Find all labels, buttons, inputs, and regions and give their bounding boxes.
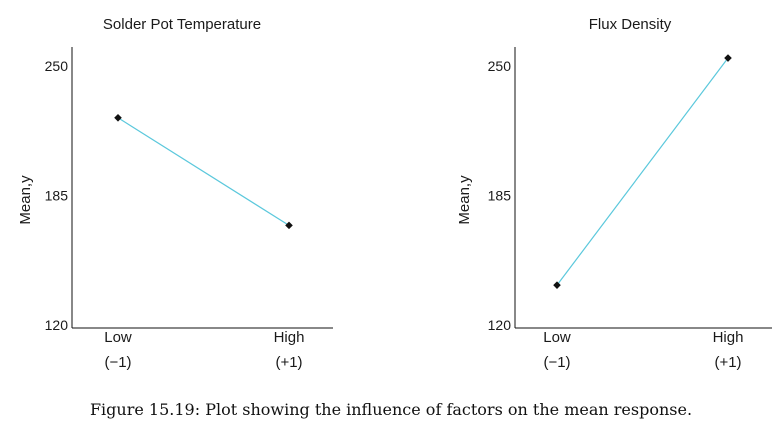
y-axis-label: Mean,y: [456, 175, 473, 225]
x-category-code-label: (+1): [275, 354, 302, 371]
y-axis-label: Mean,y: [17, 175, 34, 225]
chart-panel-2: Flux Density Mean,y 120 185 250 Low (−1) High (+…: [456, 16, 772, 371]
y-tick-label: 185: [488, 188, 512, 204]
data-point-marker: [114, 114, 122, 122]
series-line: [556, 57, 729, 286]
series-line: [117, 117, 290, 226]
x-category-code-label: (−1): [543, 354, 570, 371]
y-tick-label: 250: [45, 58, 69, 74]
y-tick-label: 120: [488, 317, 512, 333]
figure-caption: Figure 15.19: Plot showing the influence…: [89, 400, 693, 419]
chart-panel-1: Solder Pot Temperature Mean,y 120 185 250 Low…: [17, 16, 333, 371]
y-tick-label: 120: [45, 317, 69, 333]
x-category-code-label: (−1): [104, 354, 131, 371]
x-category-label: High: [274, 329, 305, 346]
data-point-marker: [724, 54, 732, 62]
chart-title: Solder Pot Temperature: [103, 16, 261, 33]
data-point-marker: [553, 281, 561, 289]
data-point-marker: [285, 221, 293, 230]
x-category-label: High: [713, 329, 744, 346]
x-category-label: Low: [104, 329, 132, 346]
y-tick-label: 185: [45, 188, 69, 204]
chart-title: Flux Density: [589, 16, 672, 33]
x-category-label: Low: [543, 329, 571, 346]
y-tick-label: 250: [488, 58, 512, 74]
x-category-code-label: (+1): [714, 354, 741, 371]
